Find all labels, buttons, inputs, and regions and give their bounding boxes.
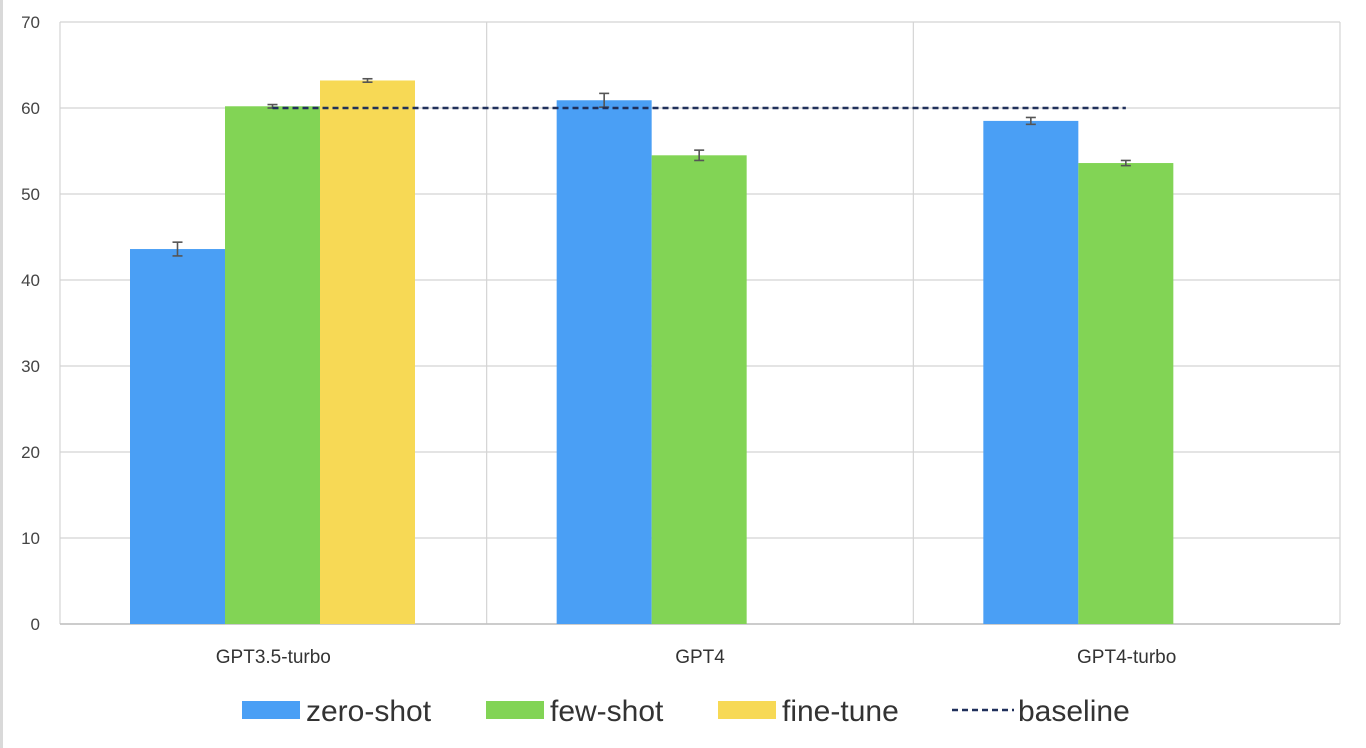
bar-zero-shot-GPT4 [556, 100, 652, 624]
left-border [0, 0, 3, 748]
y-tick-label: 30 [21, 357, 40, 376]
y-tick-label: 0 [31, 615, 40, 634]
bar-few-shot-GPT3.5-turbo [225, 106, 320, 624]
y-tick-label: 20 [21, 443, 40, 462]
bar-zero-shot-GPT3.5-turbo [130, 249, 225, 625]
error-bar-zero-shot-GPT3.5-turbo [172, 241, 183, 257]
legend-item-baseline: baseline [952, 695, 1130, 728]
y-axis-tick-labels: 0 10 20 30 40 50 60 70 [21, 13, 40, 634]
legend-item-zero-shot: zero-shot [242, 695, 432, 728]
category-labels: GPT3.5-turbo GPT4 GPT4-turbo [216, 647, 1177, 668]
y-tick-label: 40 [21, 271, 40, 290]
y-tick-label: 60 [21, 99, 40, 118]
error-bar-few-shot-GPT4 [694, 149, 705, 162]
bar-few-shot-GPT4-turbo [1078, 163, 1174, 625]
bar-fine-tune-GPT3.5-turbo [320, 80, 415, 625]
legend-label: fine-tune [782, 695, 899, 728]
legend-swatch [486, 701, 544, 719]
legend-swatch [242, 701, 300, 719]
legend-label: zero-shot [306, 695, 432, 728]
category-label: GPT4-turbo [1077, 647, 1176, 668]
category-label: GPT4 [675, 647, 725, 668]
legend-item-fine-tune: fine-tune [718, 695, 899, 728]
category-label: GPT3.5-turbo [216, 647, 331, 668]
error-bar-fine-tune-GPT3.5-turbo [362, 77, 373, 83]
error-bar-few-shot-GPT4-turbo [1120, 159, 1131, 167]
legend-item-few-shot: few-shot [486, 695, 664, 728]
y-tick-label: 50 [21, 185, 40, 204]
y-tick-label: 70 [21, 13, 40, 32]
bars [130, 80, 1174, 625]
legend-label: baseline [1018, 695, 1130, 728]
legend: zero-shot few-shot fine-tune baseline [242, 695, 1130, 728]
error-bars [172, 77, 1131, 257]
legend-label: few-shot [550, 695, 664, 728]
bar-zero-shot-GPT4-turbo [983, 120, 1079, 625]
y-tick-label: 10 [21, 529, 40, 548]
legend-swatch [718, 701, 776, 719]
bar-few-shot-GPT4 [651, 155, 747, 625]
error-bar-zero-shot-GPT4-turbo [1025, 116, 1036, 126]
